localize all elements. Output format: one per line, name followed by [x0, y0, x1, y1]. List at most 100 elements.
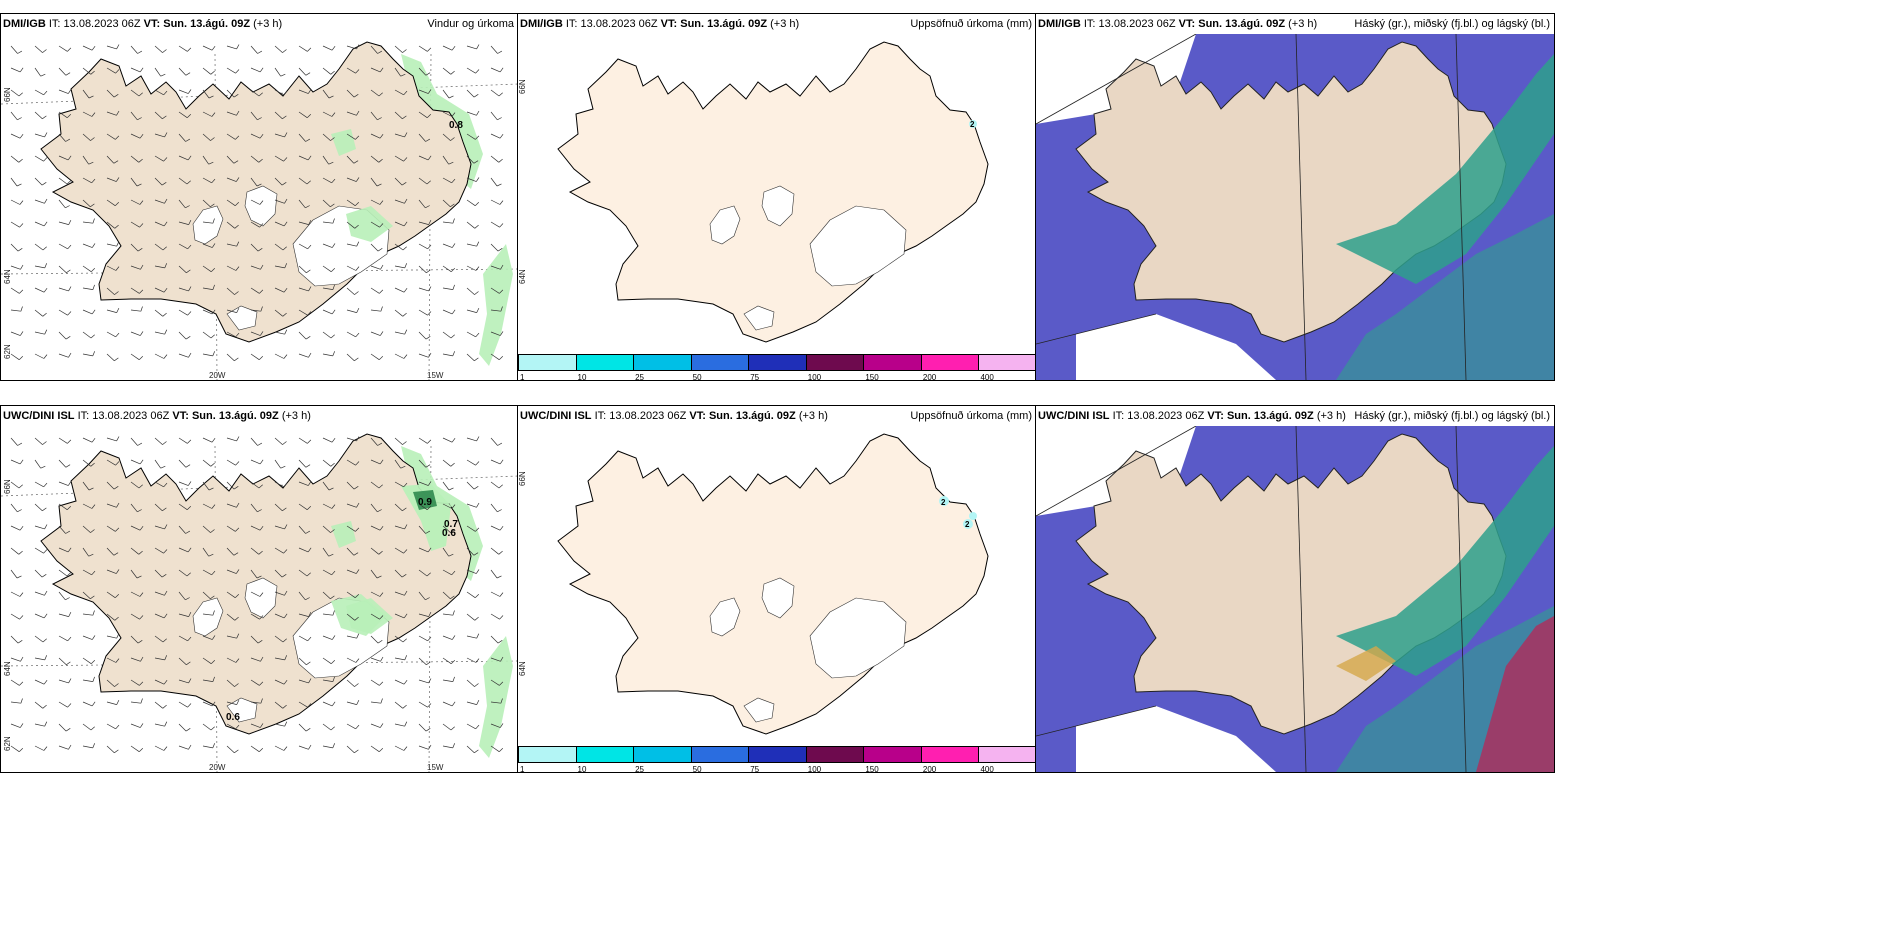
vt-value: Sun. 13.ágú. 09Z [1226, 410, 1314, 422]
colorbar-swatch [920, 354, 980, 371]
model-name: UWC/DINI ISL [1038, 410, 1110, 422]
colorbar-swatch [978, 746, 1036, 763]
it-label: IT: [48, 18, 61, 30]
it-value: 13.08.2023 06Z [1098, 18, 1176, 30]
colorbar-swatch [863, 746, 922, 763]
cloud-map [1036, 406, 1554, 772]
panel-header: DMI/IGB IT: 13.08.2023 06Z VT: Sun. 13.á… [1036, 14, 1554, 34]
colorbar-tick: 50 [692, 373, 702, 381]
colorbar-tick: 150 [865, 373, 879, 381]
vt-value: Sun. 13.ágú. 09Z [163, 18, 251, 30]
colorbar: 1 10 25 50 75 100 150 200 400 [518, 746, 1036, 772]
colorbar-swatch [748, 746, 807, 763]
panel-title: Uppsöfnuð úrkoma (mm) [910, 18, 1032, 30]
lon-label-left: 20W [209, 371, 226, 380]
it-value: 13.08.2023 06Z [609, 410, 687, 422]
colorbar-tick: 1 [520, 373, 525, 381]
lat-label-upper: 66N [3, 87, 12, 102]
vt-label: VT: [689, 410, 706, 422]
lat-label-lower: 64N [3, 661, 12, 676]
precip-value-label: 0.6 [442, 528, 456, 539]
vt-label: VT: [1207, 410, 1224, 422]
colorbar-swatch [748, 354, 807, 371]
lead-time: (+3 h) [253, 18, 283, 30]
vt-label: VT: [143, 18, 161, 30]
panel-row2-wind: UWC/DINI ISL IT: 13.08.2023 06Z VT: Sun.… [0, 405, 519, 773]
colorbar-tick: 10 [577, 373, 587, 381]
panel-title: Uppsöfnuð úrkoma (mm) [910, 410, 1032, 422]
lon-label-right: 15W [427, 371, 444, 380]
lon-label-right: 15W [427, 763, 444, 772]
vt-value: Sun. 13.ágú. 09Z [1198, 18, 1286, 30]
panel-title: Vindur og úrkoma [427, 18, 514, 30]
lon-label-left: 20W [209, 763, 226, 772]
colorbar-swatch [633, 354, 692, 371]
lat-label-bottom: 62N [3, 736, 12, 751]
colorbar-swatch [575, 746, 635, 763]
wind-map [1, 41, 518, 380]
it-value: 13.08.2023 06Z [63, 18, 141, 30]
precip-map [557, 433, 989, 735]
panel-title: Háský (gr.), miðský (fj.bl.) og lágský (… [1354, 410, 1550, 422]
it-value: 13.08.2023 06Z [580, 18, 658, 30]
it-label: IT: [1112, 410, 1125, 422]
colorbar-tick: 25 [635, 765, 645, 773]
lead-time: (+3 h) [281, 410, 311, 422]
vt-label: VT: [1178, 18, 1196, 30]
colorbar-tick: 10 [577, 765, 587, 773]
colorbar-swatch [805, 746, 865, 763]
precip-value-label: 2 [970, 120, 975, 129]
colorbar-tick: 100 [807, 373, 822, 381]
precip-value-label: 0.6 [226, 712, 240, 723]
it-label: IT: [1083, 18, 1096, 30]
vt-label: VT: [172, 410, 189, 422]
colorbar-tick: 200 [922, 373, 937, 381]
colorbar: 1 10 25 50 75 100 150 200 400 [518, 354, 1036, 380]
colorbar-swatch [863, 354, 922, 371]
it-value: 13.08.2023 06Z [92, 410, 170, 422]
colorbar-tick: 400 [980, 373, 994, 381]
panel-row2-precip: UWC/DINI ISL IT: 13.08.2023 06Z VT: Sun.… [517, 405, 1037, 773]
panel-header: UWC/DINI ISL IT: 13.08.2023 06Z VT: Sun.… [1, 406, 518, 426]
colorbar-tick: 50 [692, 765, 702, 773]
precip-map [557, 41, 989, 343]
it-label: IT: [594, 410, 607, 422]
colorbar-swatch [690, 746, 750, 763]
colorbar-swatch [633, 746, 692, 763]
it-label: IT: [77, 410, 90, 422]
panel-header: DMI/IGB IT: 13.08.2023 06Z VT: Sun. 13.á… [518, 14, 1036, 34]
panel-header: UWC/DINI ISL IT: 13.08.2023 06Z VT: Sun.… [1036, 406, 1554, 426]
model-name: DMI/IGB [1038, 18, 1081, 30]
precip-value-label: 2 [941, 498, 946, 507]
vt-value: Sun. 13.ágú. 09Z [708, 410, 796, 422]
colorbar-swatch [518, 354, 577, 371]
vt-value: Sun. 13.ágú. 09Z [191, 410, 279, 422]
lead-time: (+3 h) [798, 410, 828, 422]
lat-label-upper: 66N [3, 479, 12, 494]
colorbar-tick: 100 [807, 765, 822, 773]
lead-time: (+3 h) [770, 18, 800, 30]
vt-value: Sun. 13.ágú. 09Z [680, 18, 768, 30]
colorbar-swatch [518, 746, 577, 763]
precip-value-label: 0.8 [449, 120, 463, 131]
model-name: UWC/DINI ISL [3, 410, 75, 422]
panel-row1-precip: DMI/IGB IT: 13.08.2023 06Z VT: Sun. 13.á… [517, 13, 1037, 381]
lat-label-lower: 64N [3, 269, 12, 284]
panel-header: DMI/IGB IT: 13.08.2023 06Z VT: Sun. 13.á… [1, 14, 518, 34]
panel-row2-cloud: UWC/DINI ISL IT: 13.08.2023 06Z VT: Sun.… [1035, 405, 1555, 773]
colorbar-swatch [978, 354, 1036, 371]
precip-value-label: 0.7 [444, 519, 458, 530]
lat-label-bottom: 62N [3, 344, 12, 359]
precip-value-label: 0.9 [418, 497, 432, 508]
lead-time: (+3 h) [1288, 18, 1318, 30]
model-name: UWC/DINI ISL [520, 410, 592, 422]
model-name: DMI/IGB [520, 18, 563, 30]
colorbar-tick: 400 [980, 765, 994, 773]
colorbar-swatch [805, 354, 865, 371]
cloud-map [1036, 14, 1554, 380]
lead-time: (+3 h) [1316, 410, 1346, 422]
wind-map [1, 433, 518, 772]
colorbar-swatch [920, 746, 980, 763]
precip-value-label: 2 [965, 520, 970, 529]
it-label: IT: [565, 18, 578, 30]
